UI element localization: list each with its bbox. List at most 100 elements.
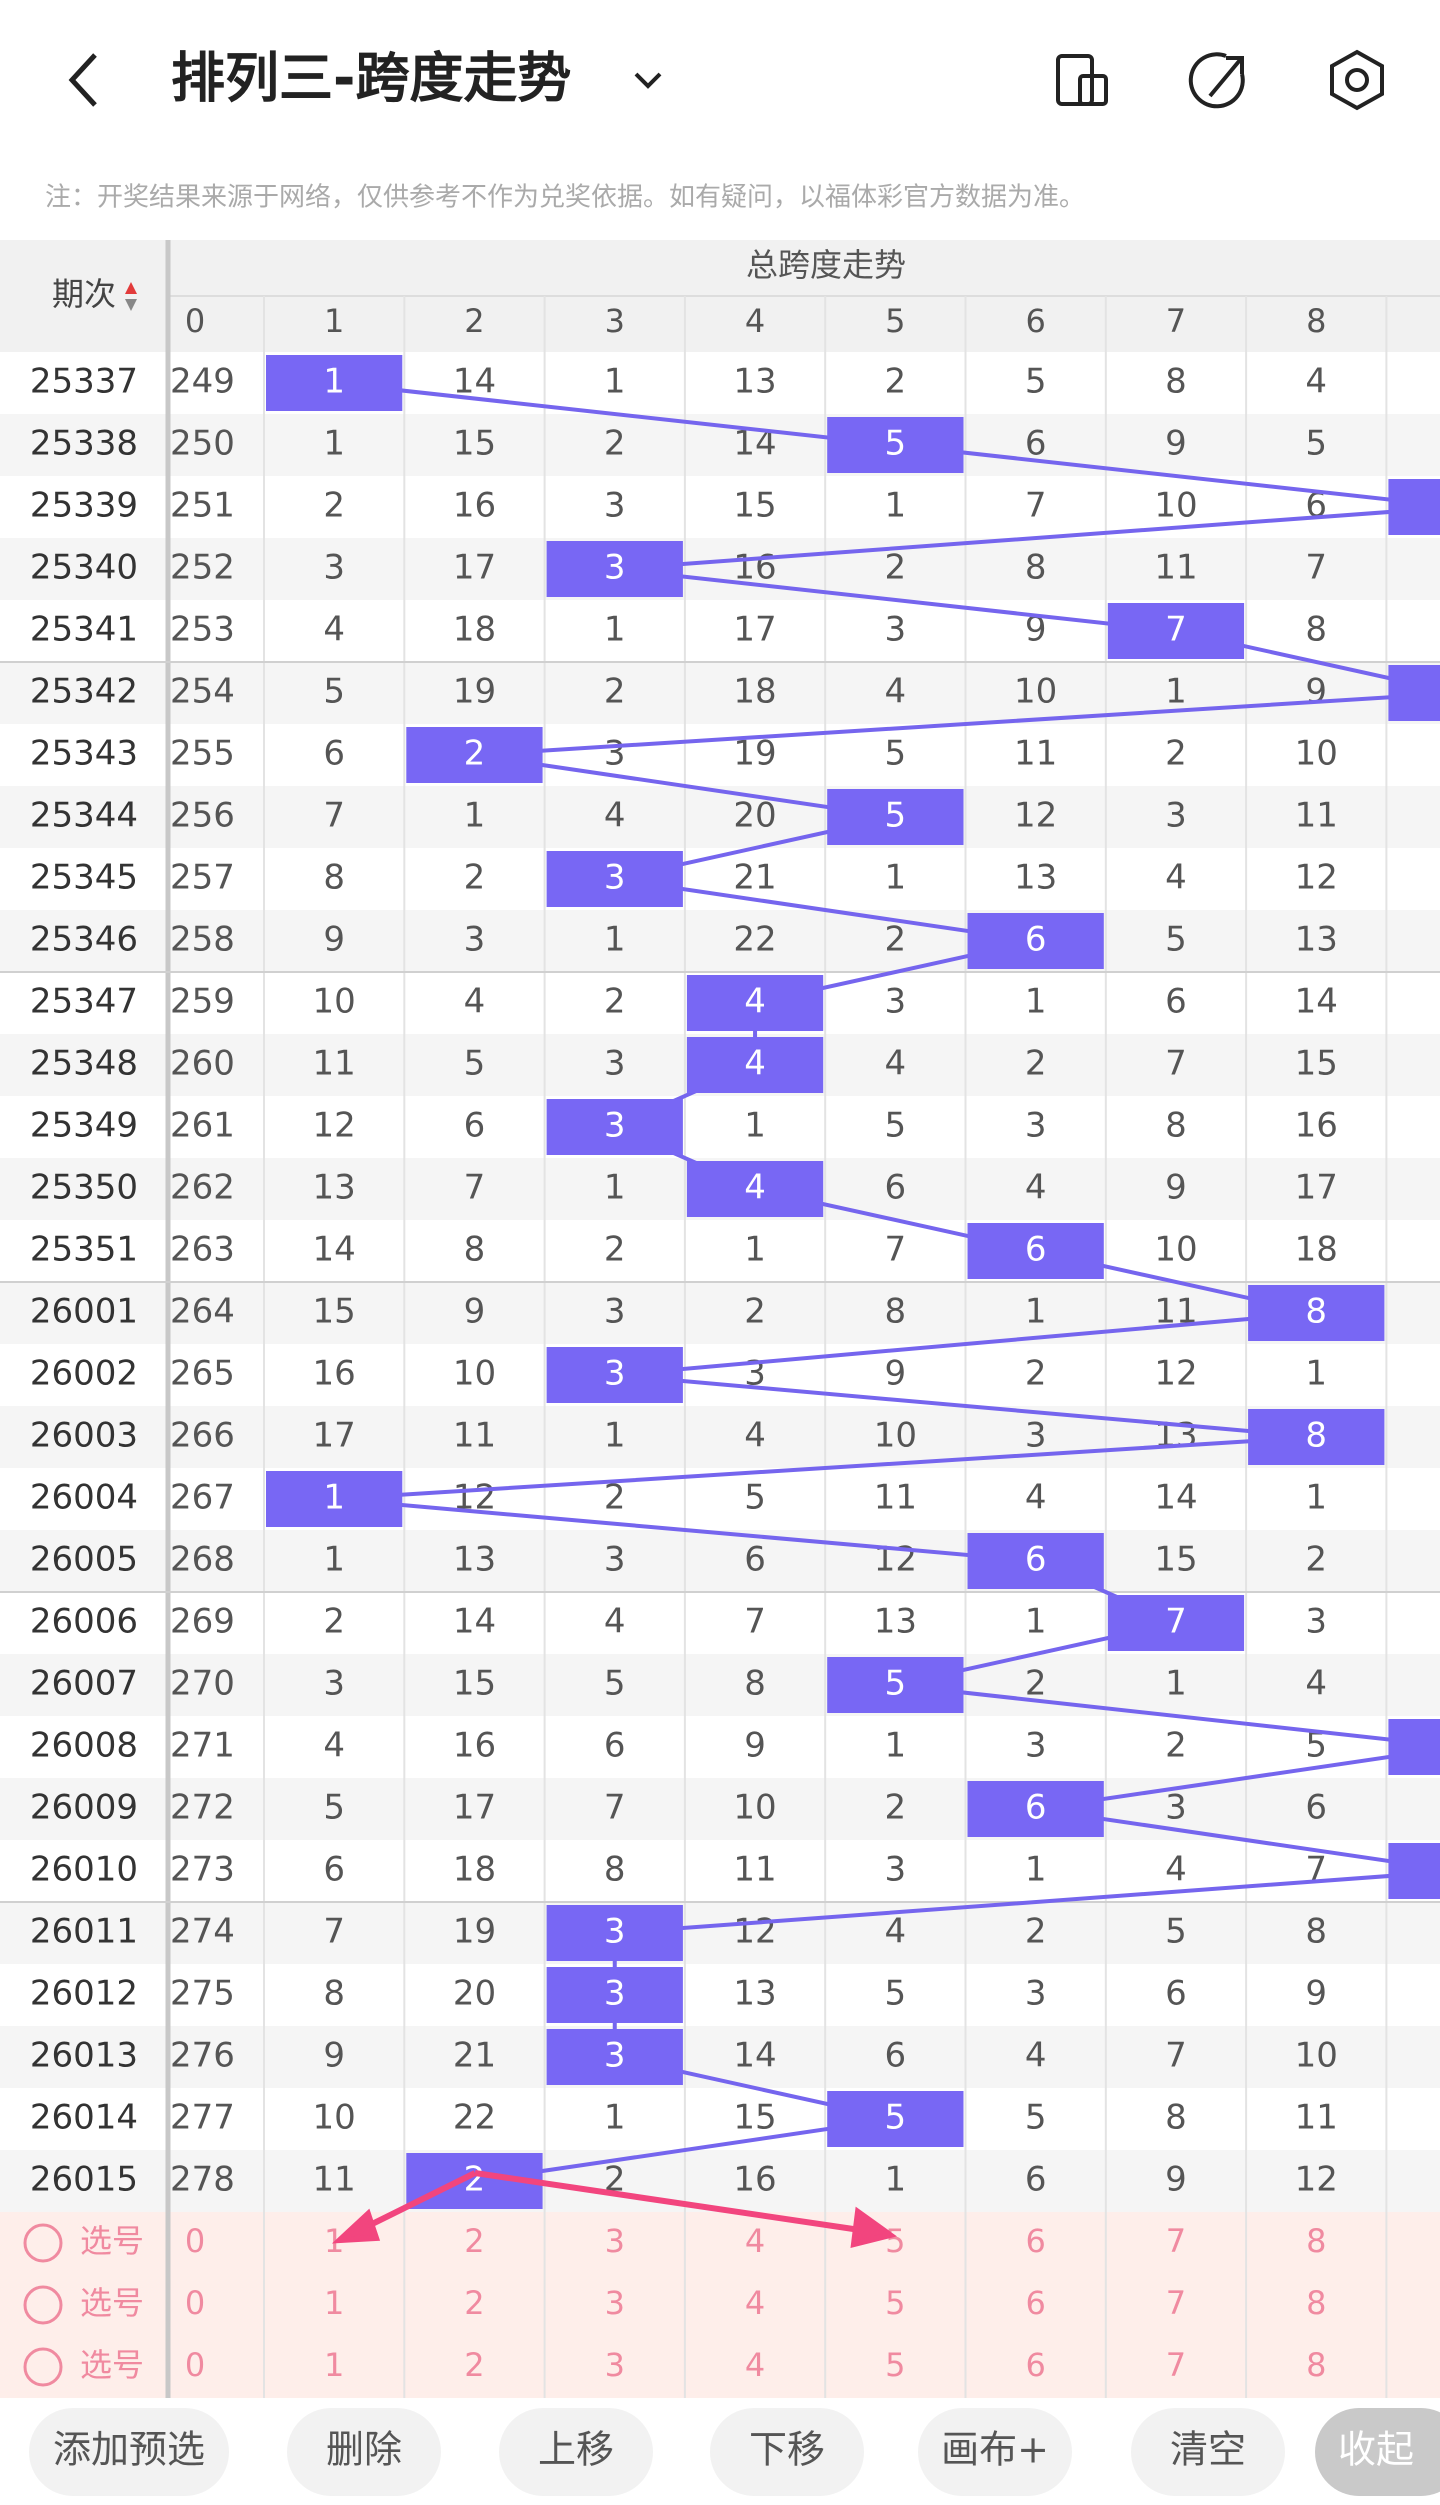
select-digit[interactable]: 2 [464,2222,484,2260]
toolbar-button[interactable] [1315,2408,1440,2496]
select-digit[interactable]: 3 [605,2346,625,2384]
span-value: 3 [604,1974,626,2014]
cell-value: 14 [733,2036,776,2076]
cell-value: 1 [1025,1602,1047,1642]
select-digit[interactable]: 0 [185,2222,205,2260]
cell-value: 1 [1165,1664,1187,1704]
span-value: 5 [885,796,907,836]
select-digit[interactable]: 6 [1025,2222,1045,2260]
cell-value: 17 [453,548,496,588]
sort-down[interactable] [125,299,137,311]
select-radio[interactable] [23,2285,63,2325]
column-label: 7 [1166,302,1186,340]
toolbar-button[interactable] [918,2408,1072,2496]
cell-value: 6 [1165,1974,1187,2014]
select-digit[interactable]: 6 [1025,2284,1045,2322]
cell-value: 9 [1305,672,1327,712]
column-label: 8 [1306,302,1326,340]
cell-value: 5 [1165,1912,1187,1952]
cell-value: 20 [733,796,776,836]
cell-value: 13 [1014,858,1057,898]
device-icon[interactable] [1056,54,1108,106]
toolbar-button[interactable] [710,2408,864,2496]
toolbar-button-label[interactable]: 收起 [1338,2428,1414,2472]
select-digit[interactable]: 0 [185,2346,205,2384]
select-digit[interactable]: 8 [1306,2222,1326,2260]
annotation-arrows [331,2170,898,2248]
cell-value: 8 [323,858,345,898]
issue-number: 26008 [30,1726,138,1766]
select-digit[interactable]: 5 [885,2346,905,2384]
select-digit[interactable]: 1 [324,2346,344,2384]
select-digit[interactable]: 1 [324,2284,344,2322]
toolbar-button-label[interactable]: 添加预选 [53,2428,205,2472]
cell-value: 6 [885,1168,907,1208]
sort-up[interactable] [125,282,137,294]
issue-number: 25350 [30,1168,138,1208]
select-digit[interactable]: 7 [1166,2284,1186,2322]
select-digit[interactable]: 6 [1025,2346,1045,2384]
select-digit[interactable]: 5 [885,2284,905,2322]
cell-value: 5 [1025,362,1047,402]
select-radio[interactable] [23,2223,63,2263]
bottom-toolbar: 添加预选 删除 上移 下移 画布+ 清空 收起 [29,2408,1440,2496]
cell-value: 6 [1025,2160,1047,2200]
cell-value: 10 [313,982,356,1022]
select-digit[interactable]: 4 [745,2284,765,2322]
cell-value: 12 [1295,2160,1338,2200]
settings-icon[interactable] [1330,49,1384,111]
toolbar-button[interactable] [29,2408,229,2496]
cell-value: 2 [885,548,907,588]
select-digit[interactable]: 7 [1166,2222,1186,2260]
select-digit[interactable]: 2 [464,2284,484,2322]
back-button[interactable] [68,53,97,107]
toolbar-button[interactable] [499,2408,653,2496]
cell-value: 9 [1305,1974,1327,2014]
toolbar-button-label[interactable]: 画布+ [941,2428,1049,2472]
toolbar-button[interactable] [287,2408,441,2496]
span-value: 5 [885,2098,907,2138]
select-digit[interactable]: 4 [745,2346,765,2384]
cell-value: 4 [1025,1168,1047,1208]
cell-value: 278 [170,2160,235,2200]
cell-value: 10 [1014,672,1057,712]
share-icon[interactable] [1188,52,1245,109]
select-digit[interactable]: 8 [1306,2284,1326,2322]
cell-value: 6 [323,734,345,774]
issue-header: 期次 [52,275,116,313]
cell-value: 14 [453,1602,496,1642]
select-digit[interactable]: 5 [885,2222,905,2260]
toolbar-button[interactable] [1131,2408,1285,2496]
cell-value: 10 [1295,2036,1338,2076]
toolbar-button-label[interactable]: 删除 [326,2428,402,2472]
cell-value: 250 [170,424,235,464]
cell-value: 12 [1295,858,1338,898]
cell-value: 3 [604,1044,626,1084]
cell-value: 10 [1295,734,1338,774]
cell-value: 5 [323,1788,345,1828]
select-digit[interactable]: 4 [745,2222,765,2260]
select-digit[interactable]: 3 [605,2222,625,2260]
cell-value: 11 [874,1478,917,1518]
select-digit[interactable]: 0 [185,2284,205,2322]
span-value: 8 [1305,1416,1327,1456]
select-digit[interactable]: 7 [1166,2346,1186,2384]
cell-value: 12 [733,1912,776,1952]
select-digit[interactable]: 1 [324,2222,344,2260]
toolbar-button-label[interactable]: 下移 [749,2428,825,2472]
toolbar-button-label[interactable]: 清空 [1170,2428,1246,2472]
group-header: 总跨度走势 [746,246,906,284]
cell-value: 269 [170,1602,235,1642]
cell-value: 263 [170,1230,235,1270]
cell-value: 7 [1165,2036,1187,2076]
select-digit[interactable]: 2 [464,2346,484,2384]
cell-value: 4 [604,1602,626,1642]
span-value: 1 [323,362,345,402]
row-stripe [0,1282,1440,1344]
toolbar-button-label[interactable]: 上移 [538,2428,614,2472]
cell-value: 264 [170,1292,235,1332]
select-radio[interactable] [23,2347,63,2387]
select-digit[interactable]: 3 [605,2284,625,2322]
select-digit[interactable]: 8 [1306,2346,1326,2384]
title-dropdown[interactable] [634,72,662,89]
